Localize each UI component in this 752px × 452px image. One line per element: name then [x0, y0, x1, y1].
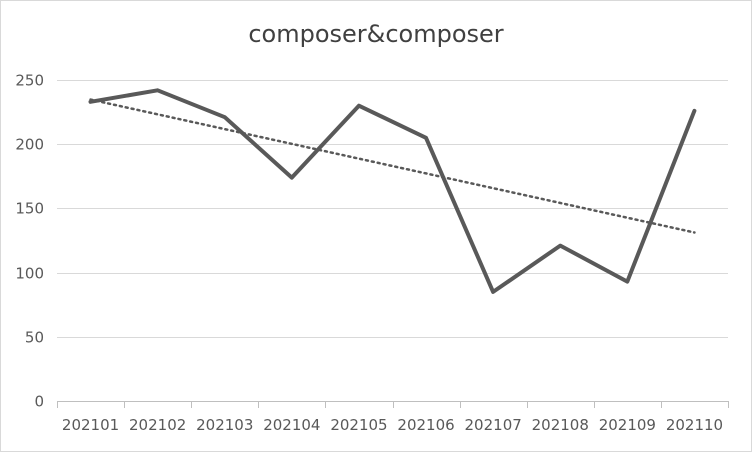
y-tick-label: 100: [15, 265, 44, 283]
x-tick-label: 202101: [62, 416, 119, 434]
x-tick-label: 202106: [397, 416, 454, 434]
x-tick-label: 202110: [666, 416, 723, 434]
y-tick-label: 0: [34, 393, 44, 411]
x-tick-label: 202104: [263, 416, 320, 434]
y-tick-label: 200: [15, 136, 44, 154]
x-tick-label: 202107: [465, 416, 522, 434]
series-line: [88, 88, 697, 294]
x-tick-label: 202102: [129, 416, 186, 434]
x-tick-label: 202103: [196, 416, 253, 434]
trendline: [89, 98, 696, 234]
y-tick-label: 250: [15, 72, 44, 90]
chart-title: composer&composer: [248, 20, 504, 48]
x-tick-label: 202105: [330, 416, 387, 434]
x-tick-label: 202109: [599, 416, 656, 434]
x-tick-label: 202108: [532, 416, 589, 434]
y-tick-label: 150: [15, 200, 44, 218]
y-tick-label: 50: [25, 329, 44, 347]
